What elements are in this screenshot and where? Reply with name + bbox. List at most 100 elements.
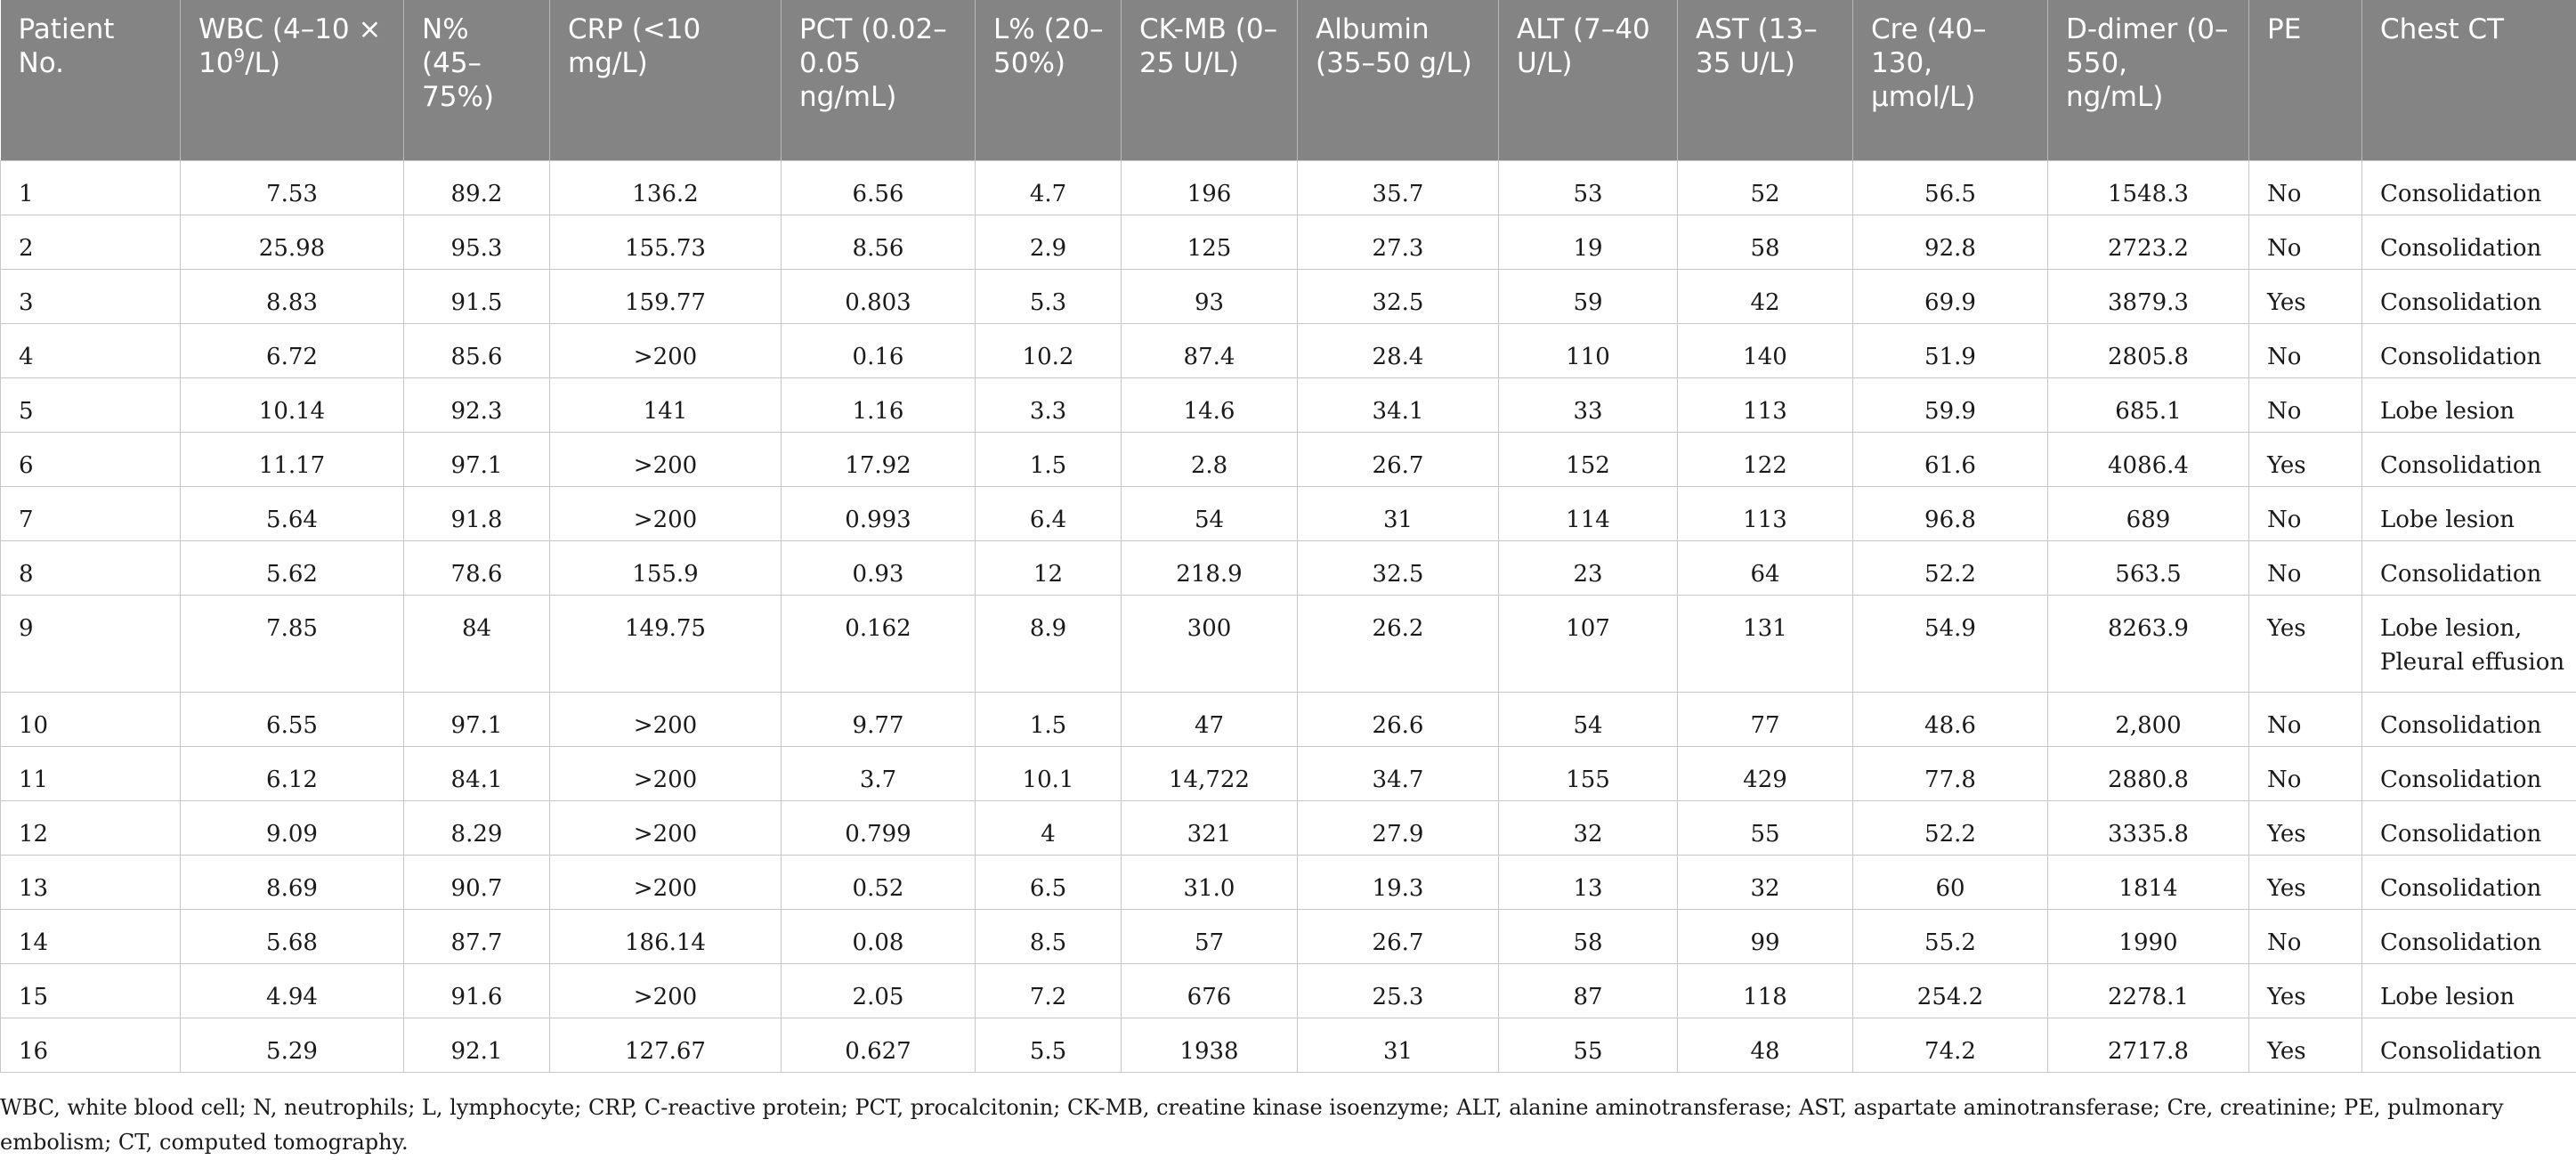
cell-ckmb: 14,722 — [1122, 746, 1298, 800]
cell-n: 91.8 — [404, 486, 550, 540]
cell-ddimer: 2717.8 — [2048, 1018, 2249, 1072]
cell-crp: 127.67 — [550, 1018, 782, 1072]
cell-wbc: 25.98 — [181, 215, 404, 269]
cell-crp: 155.9 — [550, 540, 782, 595]
cell-crp: >200 — [550, 963, 782, 1018]
lab-results-table: Patient No.WBC (4–10 × 109/L)N% (45–75%)… — [0, 0, 2576, 1073]
column-header-wbc: WBC (4–10 × 109/L) — [181, 0, 404, 160]
cell-alt: 23 — [1499, 540, 1678, 595]
cell-ckmb: 47 — [1122, 692, 1298, 746]
cell-albumin: 28.4 — [1298, 323, 1499, 377]
cell-patient: 4 — [1, 323, 181, 377]
cell-pct: 0.08 — [782, 909, 976, 963]
cell-alt: 110 — [1499, 323, 1678, 377]
column-header-label: AST (13–35 U/L) — [1696, 13, 1818, 79]
cell-albumin: 35.7 — [1298, 160, 1499, 215]
cell-ddimer: 685.1 — [2048, 377, 2249, 432]
cell-n: 92.1 — [404, 1018, 550, 1072]
cell-ast: 122 — [1678, 432, 1853, 486]
cell-l: 7.2 — [976, 963, 1122, 1018]
cell-ckmb: 125 — [1122, 215, 1298, 269]
header-row: Patient No.WBC (4–10 × 109/L)N% (45–75%)… — [1, 0, 2576, 160]
cell-patient: 6 — [1, 432, 181, 486]
column-header-label: ALT (7–40 U/L) — [1517, 13, 1650, 79]
column-header-crp: CRP (<10 mg/L) — [550, 0, 782, 160]
cell-l: 5.5 — [976, 1018, 1122, 1072]
cell-ckmb: 218.9 — [1122, 540, 1298, 595]
cell-ast: 48 — [1678, 1018, 1853, 1072]
cell-pe: Yes — [2249, 432, 2362, 486]
cell-ct: Lobe lesion — [2362, 486, 2576, 540]
cell-pe: No — [2249, 160, 2362, 215]
cell-n: 8.29 — [404, 800, 550, 855]
cell-l: 1.5 — [976, 692, 1122, 746]
cell-crp: >200 — [550, 432, 782, 486]
cell-patient: 11 — [1, 746, 181, 800]
cell-ct: Consolidation — [2362, 215, 2576, 269]
column-header-cre: Cre (40–130, µmol/L) — [1853, 0, 2048, 160]
cell-alt: 32 — [1499, 800, 1678, 855]
cell-alt: 13 — [1499, 855, 1678, 909]
column-header-albumin: Albumin (35–50 g/L) — [1298, 0, 1499, 160]
cell-cre: 92.8 — [1853, 215, 2048, 269]
cell-ckmb: 321 — [1122, 800, 1298, 855]
cell-wbc: 8.83 — [181, 269, 404, 323]
cell-albumin: 31 — [1298, 486, 1499, 540]
cell-ct: Lobe lesion — [2362, 377, 2576, 432]
cell-n: 91.5 — [404, 269, 550, 323]
column-header-label: PE — [2267, 13, 2301, 45]
cell-alt: 19 — [1499, 215, 1678, 269]
column-header-n: N% (45–75%) — [404, 0, 550, 160]
cell-cre: 60 — [1853, 855, 2048, 909]
cell-ddimer: 2880.8 — [2048, 746, 2249, 800]
cell-ast: 113 — [1678, 377, 1853, 432]
cell-ddimer: 1990 — [2048, 909, 2249, 963]
cell-l: 10.1 — [976, 746, 1122, 800]
cell-ckmb: 1938 — [1122, 1018, 1298, 1072]
cell-pe: Yes — [2249, 963, 2362, 1018]
cell-n: 85.6 — [404, 323, 550, 377]
cell-pct: 0.16 — [782, 323, 976, 377]
cell-pe: No — [2249, 323, 2362, 377]
cell-wbc: 4.94 — [181, 963, 404, 1018]
cell-pe: Yes — [2249, 855, 2362, 909]
cell-cre: 77.8 — [1853, 746, 2048, 800]
cell-pe: No — [2249, 215, 2362, 269]
cell-ct: Consolidation — [2362, 909, 2576, 963]
cell-cre: 74.2 — [1853, 1018, 2048, 1072]
cell-ast: 131 — [1678, 595, 1853, 692]
cell-albumin: 26.7 — [1298, 909, 1499, 963]
cell-wbc: 11.17 — [181, 432, 404, 486]
cell-ddimer: 1548.3 — [2048, 160, 2249, 215]
column-header-alt: ALT (7–40 U/L) — [1499, 0, 1678, 160]
cell-pct: 2.05 — [782, 963, 976, 1018]
cell-alt: 87 — [1499, 963, 1678, 1018]
cell-ckmb: 31.0 — [1122, 855, 1298, 909]
cell-albumin: 25.3 — [1298, 963, 1499, 1018]
cell-cre: 69.9 — [1853, 269, 2048, 323]
cell-pct: 17.92 — [782, 432, 976, 486]
cell-ckmb: 676 — [1122, 963, 1298, 1018]
cell-ddimer: 3879.3 — [2048, 269, 2249, 323]
cell-cre: 96.8 — [1853, 486, 2048, 540]
cell-ast: 99 — [1678, 909, 1853, 963]
cell-cre: 52.2 — [1853, 540, 2048, 595]
cell-l: 4.7 — [976, 160, 1122, 215]
cell-n: 97.1 — [404, 432, 550, 486]
cell-ct: Lobe lesion,Pleural effusion — [2362, 595, 2576, 692]
cell-crp: >200 — [550, 800, 782, 855]
cell-pe: No — [2249, 909, 2362, 963]
cell-ckmb: 57 — [1122, 909, 1298, 963]
column-header-label: N% (45–75%) — [422, 13, 494, 113]
cell-wbc: 6.12 — [181, 746, 404, 800]
cell-ddimer: 4086.4 — [2048, 432, 2249, 486]
cell-albumin: 32.5 — [1298, 540, 1499, 595]
cell-ast: 32 — [1678, 855, 1853, 909]
cell-albumin: 26.2 — [1298, 595, 1499, 692]
